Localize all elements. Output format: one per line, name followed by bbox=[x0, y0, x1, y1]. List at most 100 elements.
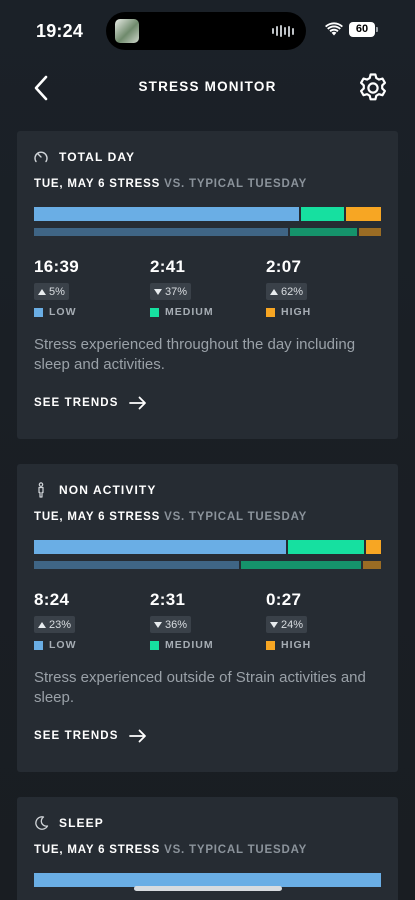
typical-stress-bar bbox=[34, 228, 381, 236]
battery-icon bbox=[376, 27, 378, 32]
comparison-label: TUE, MAY 6 STRESS VS. TYPICAL TUESDAY bbox=[34, 178, 307, 190]
card-description: Stress experienced throughout the day in… bbox=[34, 336, 356, 373]
low-swatch bbox=[34, 640, 43, 650]
stat-high: 0:27 24% HIGH bbox=[266, 590, 376, 651]
legend-label: MEDIUM bbox=[165, 639, 214, 651]
status-time: 19:24 bbox=[36, 21, 84, 41]
typical-high-segment bbox=[359, 228, 381, 236]
legend-label: HIGH bbox=[281, 306, 312, 318]
stat-duration: 16:39 bbox=[34, 257, 79, 276]
see-trends-link[interactable]: SEE TRENDS bbox=[34, 729, 147, 743]
today-medium-segment bbox=[288, 540, 364, 554]
stat-duration: 2:41 bbox=[150, 257, 186, 276]
sleep-card: SLEEP TUE, MAY 6 STRESS VS. TYPICAL TUES… bbox=[17, 797, 398, 900]
comparison-label: TUE, MAY 6 STRESS VS. TYPICAL TUESDAY bbox=[34, 844, 307, 856]
delta-value: 37% bbox=[165, 285, 188, 298]
wifi-icon bbox=[325, 22, 343, 36]
settings-gear-icon[interactable] bbox=[356, 71, 390, 105]
today-stress-bar bbox=[34, 207, 381, 221]
typical-low-segment bbox=[34, 561, 239, 569]
delta-value: 36% bbox=[165, 618, 188, 631]
arrow-down-icon bbox=[154, 288, 162, 295]
legend-low: LOW bbox=[34, 306, 144, 318]
gauge-icon bbox=[34, 151, 48, 163]
legend-low: LOW bbox=[34, 639, 144, 651]
stat-low: 16:39 5% LOW bbox=[34, 257, 144, 318]
legend-label: MEDIUM bbox=[165, 306, 214, 318]
back-button[interactable] bbox=[26, 72, 58, 104]
stress-stats: 8:24 23% LOW 2:31 36% MEDIUM 0:27 24% HI… bbox=[34, 590, 384, 651]
comparison-baseline: VS. TYPICAL TUESDAY bbox=[164, 511, 308, 523]
today-high-segment bbox=[346, 207, 381, 221]
typical-low-segment bbox=[34, 228, 288, 236]
arrow-down-icon bbox=[270, 621, 278, 628]
delta-value: 5% bbox=[49, 285, 65, 298]
comparison-baseline: VS. TYPICAL TUESDAY bbox=[164, 178, 308, 190]
today-stress-bar bbox=[34, 540, 381, 554]
stat-medium: 2:41 37% MEDIUM bbox=[150, 257, 260, 318]
delta-value: 23% bbox=[49, 618, 72, 631]
legend-medium: MEDIUM bbox=[150, 306, 260, 318]
typical-high-segment bbox=[362, 561, 381, 569]
typical-medium-segment bbox=[240, 561, 361, 569]
stress-stats: 16:39 5% LOW 2:41 37% MEDIUM 2:07 62% HI… bbox=[34, 257, 384, 318]
stat-duration: 2:31 bbox=[150, 590, 186, 609]
today-medium-segment bbox=[301, 207, 345, 221]
legend-high: HIGH bbox=[266, 306, 376, 318]
legend-label: LOW bbox=[49, 639, 77, 651]
arrow-right-icon bbox=[128, 396, 146, 410]
stat-duration: 0:27 bbox=[266, 590, 302, 609]
typical-stress-bar bbox=[34, 561, 381, 569]
today-low-segment bbox=[34, 873, 381, 887]
card-title: NON ACTIVITY bbox=[59, 483, 157, 497]
dynamic-island[interactable] bbox=[106, 12, 306, 50]
card-title: SLEEP bbox=[59, 816, 104, 830]
arrow-up-icon bbox=[270, 288, 278, 295]
high-swatch bbox=[266, 640, 275, 650]
legend-medium: MEDIUM bbox=[150, 639, 260, 651]
legend-label: LOW bbox=[49, 306, 77, 318]
see-trends-link[interactable]: SEE TRENDS bbox=[34, 396, 147, 410]
today-high-segment bbox=[365, 540, 381, 554]
arrow-right-icon bbox=[128, 729, 146, 743]
stat-duration: 2:07 bbox=[266, 257, 302, 276]
total-day-card: TOTAL DAY TUE, MAY 6 STRESS VS. TYPICAL … bbox=[17, 131, 398, 439]
stat-high: 2:07 62% HIGH bbox=[266, 257, 376, 318]
card-title: TOTAL DAY bbox=[59, 150, 136, 164]
high-swatch bbox=[266, 307, 275, 317]
see-trends-label: SEE TRENDS bbox=[34, 730, 119, 742]
delta-value: 62% bbox=[281, 285, 304, 298]
today-stress-bar bbox=[34, 873, 381, 887]
see-trends-label: SEE TRENDS bbox=[34, 397, 119, 409]
delta-badge: 62% bbox=[266, 283, 308, 300]
header: STRESS MONITOR bbox=[0, 66, 415, 110]
home-indicator[interactable] bbox=[134, 886, 282, 891]
person-icon bbox=[38, 482, 44, 498]
audio-waveform-icon bbox=[272, 25, 294, 37]
battery-level: 60 bbox=[349, 22, 375, 37]
delta-value: 24% bbox=[281, 618, 304, 631]
today-low-segment bbox=[34, 540, 287, 554]
legend-high: HIGH bbox=[266, 639, 376, 651]
comparison-date: TUE, MAY 6 STRESS bbox=[34, 844, 161, 856]
stat-medium: 2:31 36% MEDIUM bbox=[150, 590, 260, 651]
now-playing-thumbnail bbox=[115, 19, 139, 43]
low-swatch bbox=[34, 307, 43, 317]
stat-duration: 8:24 bbox=[34, 590, 70, 609]
delta-badge: 24% bbox=[266, 616, 308, 633]
legend-label: HIGH bbox=[281, 639, 312, 651]
medium-swatch bbox=[150, 307, 159, 317]
delta-badge: 23% bbox=[34, 616, 76, 633]
delta-badge: 37% bbox=[150, 283, 192, 300]
page-title: STRESS MONITOR bbox=[138, 79, 277, 94]
today-low-segment bbox=[34, 207, 300, 221]
card-description: Stress experienced outside of Strain act… bbox=[34, 669, 366, 706]
arrow-up-icon bbox=[38, 288, 46, 295]
status-bar: 19:24 60 bbox=[0, 0, 415, 62]
medium-swatch bbox=[150, 640, 159, 650]
moon-icon bbox=[35, 816, 49, 830]
comparison-date: TUE, MAY 6 STRESS bbox=[34, 511, 161, 523]
stat-low: 8:24 23% LOW bbox=[34, 590, 144, 651]
delta-badge: 5% bbox=[34, 283, 69, 300]
comparison-baseline: VS. TYPICAL TUESDAY bbox=[164, 844, 308, 856]
